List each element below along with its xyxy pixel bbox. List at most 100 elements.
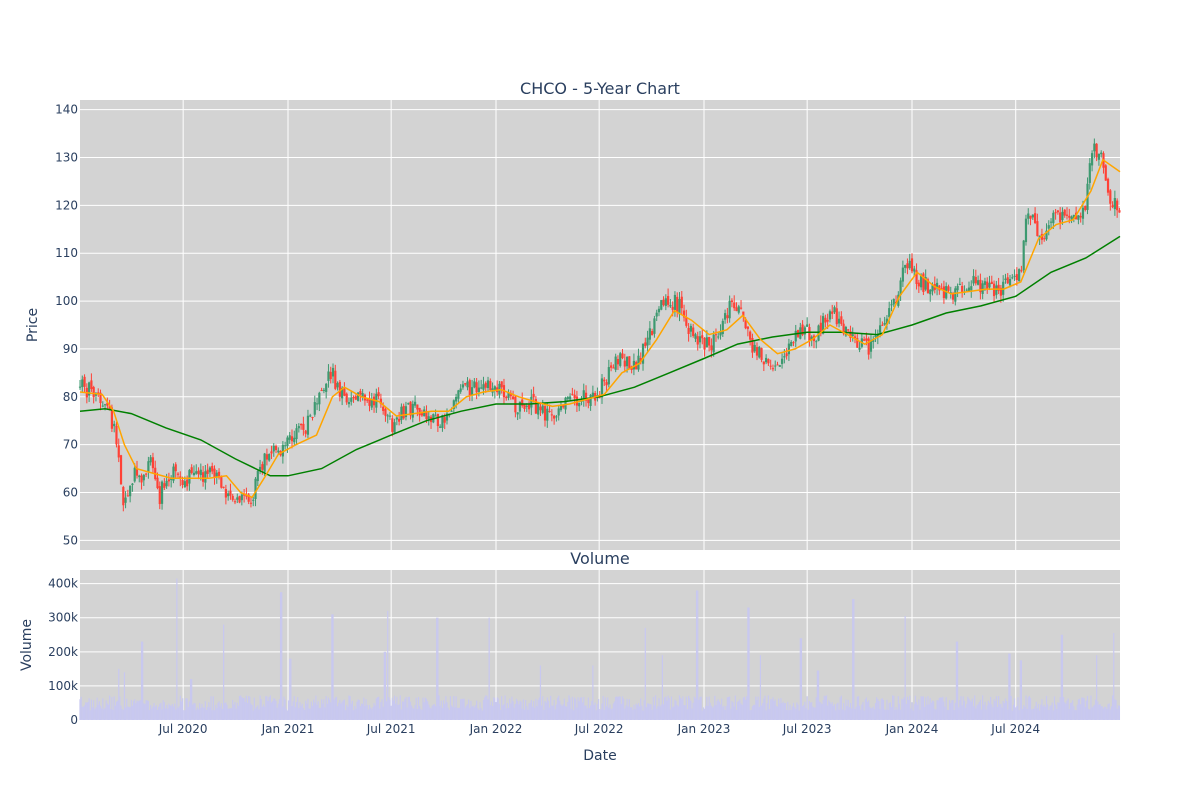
candle-body [835, 308, 838, 325]
volume-bar [1074, 710, 1076, 720]
candle-body [404, 406, 408, 418]
volume-bar [838, 709, 840, 720]
candle-body [746, 326, 749, 329]
volume-bar [1044, 706, 1046, 720]
candle-body [482, 384, 485, 390]
volume-bar [297, 697, 299, 720]
volume-bar [127, 706, 129, 720]
volume-bar [944, 706, 946, 720]
volume-tick-label: 300k [48, 611, 78, 625]
candle-body [865, 338, 868, 341]
candle-body [1095, 143, 1098, 158]
candle-body [81, 379, 84, 388]
volume-bar [454, 707, 456, 720]
volume-bar [245, 695, 247, 720]
candle-body [1049, 221, 1053, 223]
candle-body [990, 281, 993, 284]
volume-bar [623, 698, 625, 720]
volume-bar [329, 699, 331, 720]
candle-body [398, 418, 401, 422]
candle-body [160, 481, 164, 504]
volume-bar [910, 708, 912, 720]
candle-body [286, 437, 289, 447]
volume-bar [388, 697, 390, 720]
volume-bar [367, 709, 369, 720]
volume-bar [966, 703, 968, 720]
volume-bar [591, 700, 593, 720]
volume-bar [237, 705, 240, 720]
candle-body [272, 445, 275, 452]
volume-bar [650, 704, 652, 720]
candle-body [156, 477, 159, 489]
volume-bar [949, 700, 951, 720]
volume-bar [596, 703, 599, 720]
price-tick-label: 80 [63, 390, 78, 404]
volume-bar [137, 701, 139, 720]
candle-body [942, 286, 946, 299]
volume-bar [757, 696, 759, 720]
volume-bar [488, 617, 490, 720]
volume-bar [953, 710, 955, 720]
candle-body [290, 436, 294, 442]
candle-body [856, 338, 859, 348]
candle-body [947, 286, 950, 291]
volume-bar [929, 698, 931, 720]
volume-bar [779, 703, 781, 720]
volume-bar [313, 699, 315, 720]
date-tick-label: Jul 2020 [158, 722, 208, 736]
volume-bar [461, 698, 463, 720]
candle-body [610, 365, 613, 368]
candle-body [1020, 270, 1023, 272]
volume-bar [1104, 706, 1106, 720]
volume-bar [685, 696, 687, 720]
candle-body [443, 417, 446, 423]
volume-bar [544, 700, 546, 720]
volume-bar [228, 708, 230, 720]
volume-bar [1016, 706, 1018, 720]
volume-bar [682, 696, 684, 720]
volume-bar [1019, 660, 1021, 720]
volume-bar [405, 696, 407, 720]
volume-bar [314, 702, 316, 720]
candle-body [717, 336, 720, 338]
volume-bar [869, 706, 871, 720]
volume-bar [270, 702, 273, 720]
volume-bar [136, 700, 138, 720]
volume-bar [417, 696, 420, 720]
volume-bar [768, 709, 771, 720]
volume-bar [684, 705, 686, 720]
volume-bar [1009, 653, 1011, 720]
volume-bar [213, 710, 216, 720]
candle-body [904, 265, 907, 268]
volume-bar [1053, 696, 1056, 720]
candle-body [771, 368, 775, 370]
volume-bar [571, 696, 573, 720]
volume-bar [383, 651, 385, 720]
volume-bar [974, 695, 976, 720]
volume-bar [393, 695, 396, 720]
volume-bar [497, 698, 499, 720]
volume-bar [674, 699, 676, 720]
volume-bar [660, 704, 662, 720]
volume-bar [972, 706, 975, 720]
volume-bar [692, 702, 694, 720]
volume-bar [220, 703, 222, 720]
candle-body [507, 392, 510, 398]
volume-bar [961, 705, 963, 720]
candle-body [1031, 214, 1034, 218]
candle-body [384, 408, 387, 416]
volume-bar [718, 701, 720, 720]
volume-bar [668, 698, 670, 720]
volume-bar [993, 699, 995, 720]
candle-body [760, 348, 763, 360]
volume-bar [180, 701, 183, 720]
volume-bar [794, 707, 796, 720]
candle-body [277, 450, 280, 453]
candle-body [632, 360, 636, 370]
volume-bar [964, 707, 967, 720]
volume-bar [433, 704, 436, 720]
candle-body [723, 313, 727, 320]
candle-body [88, 382, 91, 396]
candle-body [548, 411, 551, 413]
candle-body [532, 393, 535, 398]
